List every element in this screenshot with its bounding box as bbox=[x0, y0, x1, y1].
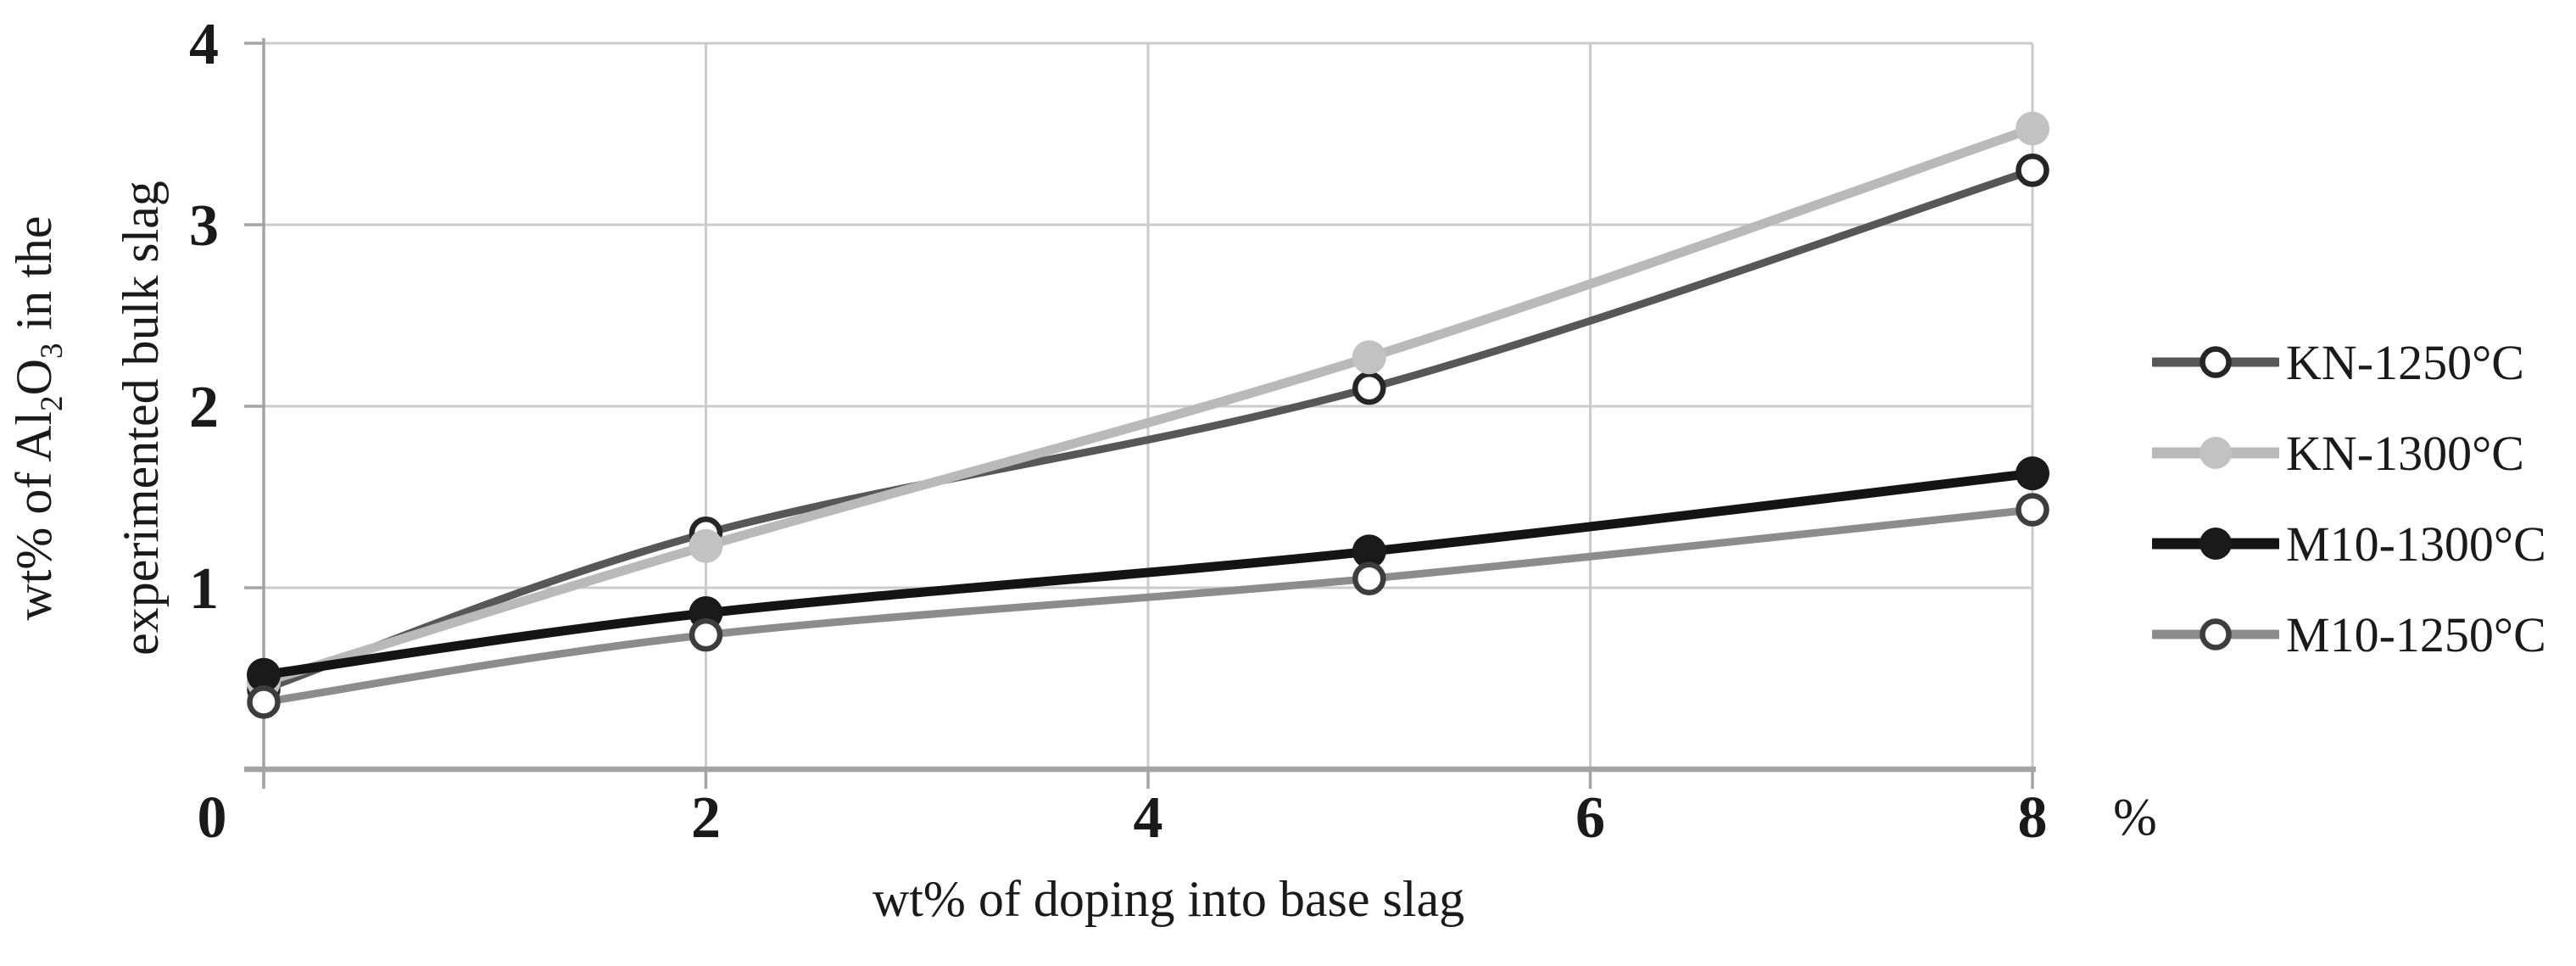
legend-label-kn-1250: KN-1250°C bbox=[2286, 334, 2524, 390]
y-tick-label: 2 bbox=[189, 375, 219, 440]
legend-label-kn-1300: KN-1300°C bbox=[2286, 425, 2524, 481]
y-tick-label: 3 bbox=[189, 193, 219, 259]
y-axis-title-line2: experimented bulk slag bbox=[113, 181, 169, 656]
legend-item-kn-1250: KN-1250°C bbox=[2152, 327, 2546, 397]
legend: KN-1250°C KN-1300°C M10-1300°C M10-1250°… bbox=[2152, 327, 2546, 690]
x-tick-label: 6 bbox=[1575, 785, 1605, 851]
legend-item-m10-1300: M10-1300°C bbox=[2152, 509, 2546, 578]
series-M10-1300°C bbox=[247, 456, 2049, 692]
legend-marker-m10-1300-icon bbox=[2152, 528, 2279, 560]
x-tick-label: 8 bbox=[2018, 785, 2048, 851]
gridlines bbox=[264, 42, 2034, 769]
series-M10-1250°C bbox=[247, 493, 2049, 719]
legend-label-m10-1300: M10-1300°C bbox=[2286, 516, 2546, 572]
y-tick-label: 1 bbox=[189, 556, 219, 622]
x-tick-label: 2 bbox=[691, 785, 721, 851]
x-axis-title: wt% of doping into base slag bbox=[872, 871, 1465, 927]
legend-marker-kn-1300-icon bbox=[2152, 437, 2279, 469]
axes bbox=[244, 38, 2036, 789]
y-tick-label: 4 bbox=[189, 12, 219, 77]
legend-marker-m10-1250-icon bbox=[2152, 618, 2279, 651]
legend-marker-kn-1250-icon bbox=[2152, 346, 2279, 378]
x-tick-label: 4 bbox=[1134, 785, 1163, 851]
legend-item-kn-1300: KN-1300°C bbox=[2152, 418, 2546, 488]
tick-labels: 2 4 6 8 1 2 3 4 0% bbox=[189, 12, 2157, 851]
legend-label-m10-1250: M10-1250°C bbox=[2286, 606, 2546, 662]
x-axis-unit-label: % bbox=[2113, 789, 2157, 846]
y-axis-title: wt% of Al2O3 in the experimented bulk sl… bbox=[0, 104, 169, 732]
origin-tick-label: 0 bbox=[198, 785, 227, 851]
legend-item-m10-1250: M10-1250°C bbox=[2152, 600, 2546, 669]
y-axis-title-line1: wt% of Al2O3 in the bbox=[6, 215, 70, 621]
